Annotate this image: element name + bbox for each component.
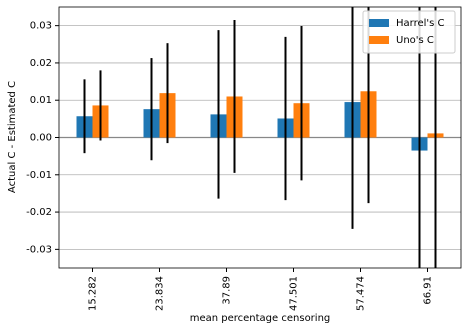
y-tick-label: 0.00 xyxy=(30,133,52,144)
y-axis-label: Actual C - Estimated C xyxy=(7,81,18,193)
x-tick-label: 23.834 xyxy=(155,276,166,311)
plot-frame xyxy=(58,6,462,269)
legend-swatch xyxy=(369,36,389,44)
x-tick-label: 66.91 xyxy=(423,276,434,305)
legend-swatch xyxy=(369,19,389,27)
y-tick-label: 0.01 xyxy=(30,95,52,106)
legend-label: Harrel's C xyxy=(396,18,445,29)
x-tick-label: 37.89 xyxy=(222,276,233,305)
y-tick-label: 0.03 xyxy=(30,21,52,32)
x-tick-label: 47.501 xyxy=(289,276,300,311)
y-tick-label: 0.02 xyxy=(30,58,52,69)
y-tick-label: -0.01 xyxy=(26,170,52,181)
x-tick-label: 15.282 xyxy=(88,276,99,311)
x-axis-label: mean percentage censoring xyxy=(190,313,331,324)
y-tick-label: -0.02 xyxy=(26,207,52,218)
plot-area xyxy=(76,7,444,268)
legend-label: Uno's C xyxy=(396,35,434,46)
x-tick-label: 57.474 xyxy=(356,276,367,311)
y-tick-label: -0.03 xyxy=(26,244,52,255)
legend: Harrel's C Uno's C xyxy=(362,10,456,54)
